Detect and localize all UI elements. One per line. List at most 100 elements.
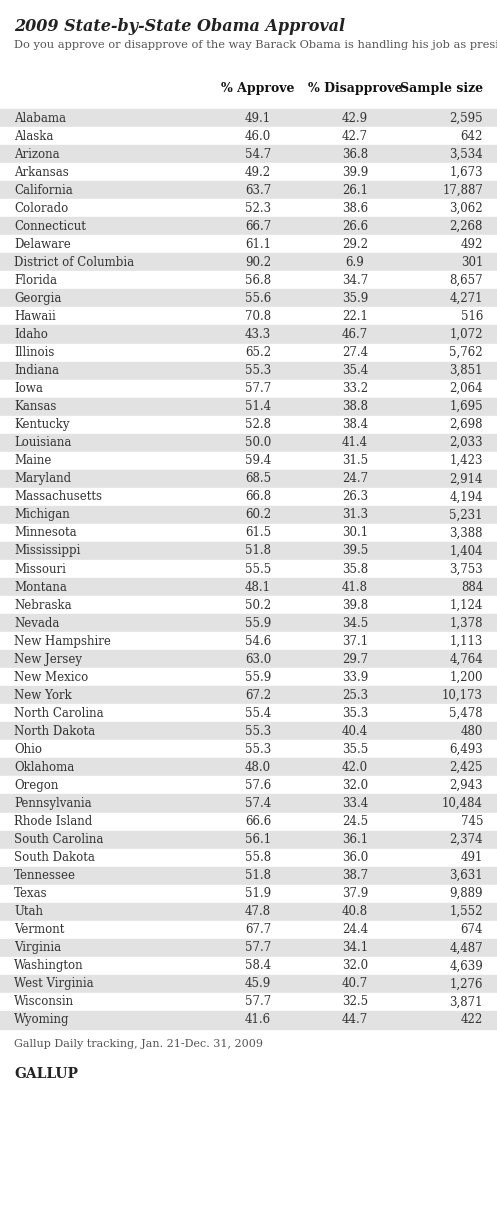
Text: Oregon: Oregon — [14, 779, 58, 792]
Text: GALLUP: GALLUP — [14, 1067, 78, 1080]
Text: 33.2: 33.2 — [342, 382, 368, 395]
Bar — [0, 668, 497, 686]
Bar — [0, 614, 497, 632]
Bar — [0, 541, 497, 560]
Bar — [0, 398, 497, 415]
Text: Illinois: Illinois — [14, 346, 54, 359]
Text: 6,493: 6,493 — [449, 743, 483, 756]
Text: 41.4: 41.4 — [342, 436, 368, 449]
Text: Nebraska: Nebraska — [14, 599, 72, 612]
Text: 4,764: 4,764 — [449, 653, 483, 665]
Text: 4,194: 4,194 — [449, 490, 483, 504]
Text: 34.1: 34.1 — [342, 941, 368, 954]
Text: 70.8: 70.8 — [245, 310, 271, 323]
Text: 57.7: 57.7 — [245, 995, 271, 1009]
Bar — [0, 1011, 497, 1029]
Bar — [0, 849, 497, 867]
Text: Wyoming: Wyoming — [14, 1014, 70, 1027]
Text: 63.7: 63.7 — [245, 183, 271, 197]
Text: Maryland: Maryland — [14, 472, 71, 486]
Text: 56.8: 56.8 — [245, 274, 271, 287]
Text: Colorado: Colorado — [14, 202, 68, 215]
Text: Arizona: Arizona — [14, 148, 60, 160]
Text: 43.3: 43.3 — [245, 328, 271, 341]
Text: 24.4: 24.4 — [342, 924, 368, 936]
Text: Missouri: Missouri — [14, 562, 66, 575]
Bar — [0, 181, 497, 199]
Bar — [0, 759, 497, 777]
Text: 40.4: 40.4 — [342, 725, 368, 738]
Bar — [0, 957, 497, 975]
Text: Alabama: Alabama — [14, 112, 66, 125]
Text: 30.1: 30.1 — [342, 527, 368, 539]
Text: 24.7: 24.7 — [342, 472, 368, 486]
Text: Alaska: Alaska — [14, 130, 53, 142]
Bar — [0, 289, 497, 307]
Text: Massachusetts: Massachusetts — [14, 490, 102, 504]
Text: Idaho: Idaho — [14, 328, 48, 341]
Text: 422: 422 — [461, 1014, 483, 1027]
Text: West Virginia: West Virginia — [14, 977, 93, 991]
Text: 22.1: 22.1 — [342, 310, 368, 323]
Text: 32.5: 32.5 — [342, 995, 368, 1009]
Text: 38.6: 38.6 — [342, 202, 368, 215]
Text: 1,200: 1,200 — [449, 671, 483, 683]
Text: 3,534: 3,534 — [449, 148, 483, 160]
Text: 32.0: 32.0 — [342, 779, 368, 792]
Text: 642: 642 — [461, 130, 483, 142]
Text: 1,124: 1,124 — [450, 599, 483, 612]
Bar — [0, 470, 497, 488]
Text: 59.4: 59.4 — [245, 454, 271, 467]
Text: 29.7: 29.7 — [342, 653, 368, 665]
Text: 37.1: 37.1 — [342, 635, 368, 647]
Text: 6.9: 6.9 — [345, 256, 364, 268]
Text: 1,404: 1,404 — [449, 544, 483, 557]
Text: 2,374: 2,374 — [449, 833, 483, 846]
Text: 2,064: 2,064 — [449, 382, 483, 395]
Bar — [0, 632, 497, 651]
Bar — [0, 254, 497, 272]
Text: 5,478: 5,478 — [449, 707, 483, 720]
Text: 4,487: 4,487 — [449, 941, 483, 954]
Text: Louisiana: Louisiana — [14, 436, 72, 449]
Bar — [0, 217, 497, 236]
Bar — [0, 975, 497, 993]
Text: 40.8: 40.8 — [342, 906, 368, 918]
Text: Texas: Texas — [14, 887, 48, 901]
Text: Arkansas: Arkansas — [14, 165, 69, 178]
Text: 57.4: 57.4 — [245, 798, 271, 810]
Text: 36.1: 36.1 — [342, 833, 368, 846]
Text: Michigan: Michigan — [14, 509, 70, 521]
Bar — [0, 578, 497, 596]
Text: 35.3: 35.3 — [342, 707, 368, 720]
Text: 33.4: 33.4 — [342, 798, 368, 810]
Bar — [0, 830, 497, 849]
Text: 35.4: 35.4 — [342, 364, 368, 378]
Text: North Carolina: North Carolina — [14, 707, 104, 720]
Text: 1,423: 1,423 — [449, 454, 483, 467]
Bar — [0, 236, 497, 254]
Text: 2,595: 2,595 — [449, 112, 483, 125]
Bar — [0, 777, 497, 794]
Text: 57.7: 57.7 — [245, 941, 271, 954]
Bar — [0, 651, 497, 668]
Text: % Disapprove: % Disapprove — [308, 83, 402, 95]
Text: South Dakota: South Dakota — [14, 851, 95, 864]
Text: 3,753: 3,753 — [449, 562, 483, 575]
Text: 516: 516 — [461, 310, 483, 323]
Text: Maine: Maine — [14, 454, 51, 467]
Text: Do you approve or disapprove of the way Barack Obama is handling his job as pres: Do you approve or disapprove of the way … — [14, 40, 497, 50]
Text: 9,889: 9,889 — [449, 887, 483, 901]
Text: 1,072: 1,072 — [449, 328, 483, 341]
Bar — [0, 325, 497, 344]
Text: Indiana: Indiana — [14, 364, 59, 378]
Text: 2009 State-by-State Obama Approval: 2009 State-by-State Obama Approval — [14, 18, 345, 35]
Text: 47.8: 47.8 — [245, 906, 271, 918]
Text: Pennsylvania: Pennsylvania — [14, 798, 91, 810]
Text: 51.4: 51.4 — [245, 401, 271, 413]
Text: Kansas: Kansas — [14, 401, 56, 413]
Bar — [0, 344, 497, 362]
Text: 57.6: 57.6 — [245, 779, 271, 792]
Text: 39.9: 39.9 — [342, 165, 368, 178]
Text: 52.8: 52.8 — [245, 418, 271, 431]
